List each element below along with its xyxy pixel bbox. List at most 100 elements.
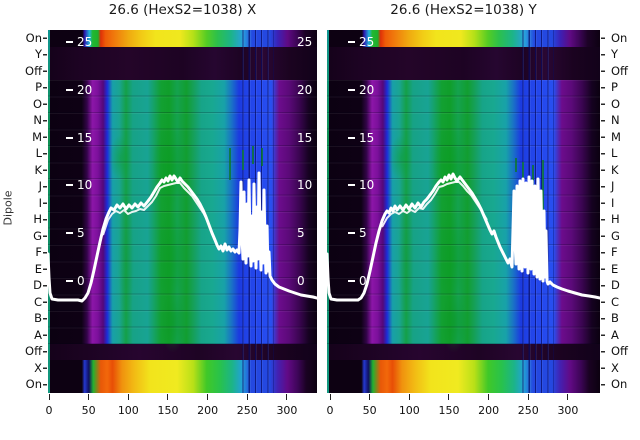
value-tick-label: 15 [348,114,382,162]
heatmap-green-patch [441,292,467,352]
x-tick-labels-right-panel: 0 50 100 150 200 250 300 [312,404,586,417]
dipole-row-label: E [611,261,619,276]
x-tick-label: 150 [157,404,179,417]
dipole-row-label: D [611,278,620,292]
dipole-row-label: A [34,327,42,342]
value-tick-label: 0 [66,257,100,305]
value-tick-label: 10 [297,178,313,193]
y-tick-marks-right [601,30,605,393]
dipole-row-label: L [35,146,42,160]
overlay-ticks-x-panel-right: 25 20 15 10 5 0 [297,18,317,305]
dipole-row-label: On [611,377,628,391]
dipole-row-label: D [33,278,42,292]
value-tick-label: 15 [66,114,100,162]
dipole-row-label: G [33,228,42,243]
value-tick-label: 20 [348,66,382,114]
value-tick-label: 5 [297,226,305,241]
x-tick-label: 100 [117,404,139,417]
dipole-row-label: K [611,162,619,177]
dipole-row-label: B [611,311,619,325]
overlay-ticks-y-panel-left: 25 20 15 10 5 0 [348,18,382,305]
overlay-line-plot-y [327,158,600,302]
dipole-row-label: Y [611,47,619,61]
dipole-row-label: M [32,129,42,144]
heatmap-green-patch [433,125,467,205]
x-tick-label: 300 [557,404,579,417]
value-tick-label: 0 [297,274,305,289]
x-tick-marks-right-panel [329,394,569,400]
value-tick-label: 10 [348,161,382,209]
value-tick-label: 20 [66,66,100,114]
dipole-row-label: X [611,360,619,375]
x-tick-label: 100 [398,404,420,417]
dipole-row-label: H [33,212,42,226]
heatmap-green-patch [436,215,467,300]
heatmap-green-patch [109,135,132,181]
value-tick-label: 5 [348,209,382,257]
value-tick-label: 25 [66,18,100,66]
value-tick-label: 0 [348,257,382,305]
x-tick-labels-left-panel: 0 50 100 150 200 250 300 [31,404,305,417]
x-tick-label: 200 [197,404,219,417]
dipole-row-label: On [25,30,42,45]
panel-left-edge-column [327,30,329,393]
dipole-row-label: Off [611,344,628,358]
dipole-row-label: K [34,162,42,177]
dipole-row-label: N [611,113,620,127]
x-tick-label: 300 [276,404,298,417]
green-spike-lines [229,146,263,180]
dipole-row-label: O [32,96,42,111]
x-tick-label: 50 [81,404,96,417]
x-tick-label: 150 [438,404,460,417]
heatmap-green-patch [160,292,186,352]
dipole-labels-right: On Y Off P O N M L K J I H G F E D C B A Off X On [611,30,640,393]
x-tick-label: 50 [362,404,377,417]
overlay-ticks-x-panel-left: 25 20 15 10 5 0 [66,18,100,305]
dipole-row-label: N [33,113,42,127]
x-tick-label: 0 [326,404,334,417]
value-tick-label: 10 [66,161,100,209]
white-trace-secondary [102,182,209,236]
dipole-row-label: O [611,96,621,111]
panel-title-y: 26.6 (HexS2=1038) Y [390,2,537,18]
value-tick-label: 5 [66,209,100,257]
heatmap-green-patch [155,215,186,300]
x-tick-label: 200 [478,404,500,417]
y-tick-marks-left [43,30,47,393]
dipole-row-label: C [33,294,42,309]
dipole-row-label: B [34,311,42,325]
dipole-row-label: P [35,80,42,94]
white-trace-main [48,171,317,303]
dipole-row-label: J [611,179,615,193]
dipole-row-label: Y [34,47,42,61]
dipole-row-label: A [611,327,619,342]
panel-title-x: 26.6 (HexS2=1038) X [108,2,257,18]
dipole-labels-left: On Y Off P O N M L K J I H G F E D C B A Off X On [0,30,42,393]
heatmap-green-patch [389,135,412,181]
value-tick-label: 15 [297,130,313,145]
x-tick-label: 0 [45,404,53,417]
dipole-row-label: On [611,30,628,45]
dipole-row-label: Off [611,63,628,78]
x-tick-marks-left-panel [48,394,288,400]
dipole-row-label: F [611,245,618,259]
value-tick-label: 20 [297,82,313,97]
dipole-row-label: Off [25,344,42,358]
dipole-row-label: C [611,294,620,309]
panel-left-edge-column [48,30,50,393]
dipole-row-label: On [25,377,42,391]
x-tick-label: 250 [236,404,258,417]
overlay-line-plot-x [48,146,317,303]
heatmap-green-patch [397,200,415,320]
dipole-row-label: F [35,245,42,259]
value-tick-label: 25 [297,34,313,49]
dipole-row-label: I [38,195,42,210]
dipole-row-label: P [611,80,618,94]
white-trace-main [327,172,600,302]
dipole-row-label: Off [25,63,42,78]
dipole-row-label: E [34,261,42,276]
dipole-row-label: M [611,129,621,144]
white-trace-secondary [381,181,488,228]
heatmap-green-patch [117,200,135,320]
